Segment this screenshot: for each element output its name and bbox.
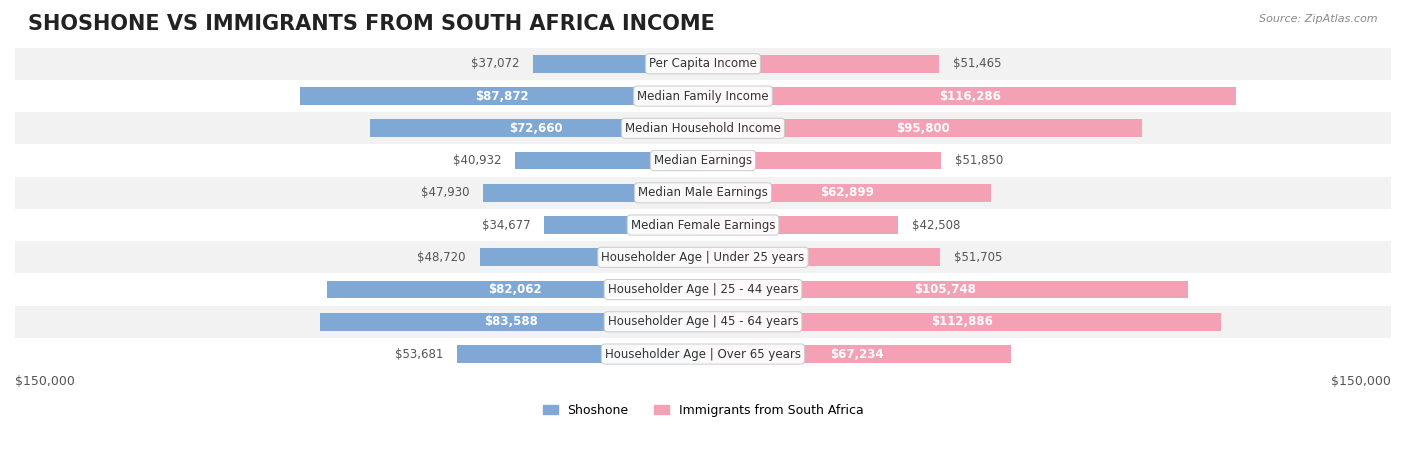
Bar: [703, 55, 939, 73]
Text: $51,465: $51,465: [953, 57, 1001, 71]
Text: Householder Age | 45 - 64 years: Householder Age | 45 - 64 years: [607, 315, 799, 328]
Text: $67,234: $67,234: [831, 347, 884, 361]
Bar: [15, 112, 1391, 144]
Text: Median Household Income: Median Household Income: [626, 122, 780, 135]
Text: $47,930: $47,930: [420, 186, 470, 199]
Text: $95,800: $95,800: [896, 122, 949, 135]
Bar: [15, 48, 1391, 80]
Text: $37,072: $37,072: [471, 57, 519, 71]
Text: Median Female Earnings: Median Female Earnings: [631, 219, 775, 232]
Text: $34,677: $34,677: [482, 219, 530, 232]
Bar: [15, 274, 1391, 306]
Text: $72,660: $72,660: [509, 122, 564, 135]
Bar: [457, 345, 703, 363]
Text: $42,508: $42,508: [911, 219, 960, 232]
Bar: [484, 184, 703, 202]
Text: Householder Age | Under 25 years: Householder Age | Under 25 years: [602, 251, 804, 264]
Text: $51,850: $51,850: [955, 154, 1002, 167]
Legend: Shoshone, Immigrants from South Africa: Shoshone, Immigrants from South Africa: [537, 399, 869, 422]
Bar: [703, 87, 1236, 105]
Text: $105,748: $105,748: [914, 283, 976, 296]
Text: $48,720: $48,720: [418, 251, 465, 264]
Bar: [703, 216, 898, 234]
Text: SHOSHONE VS IMMIGRANTS FROM SOUTH AFRICA INCOME: SHOSHONE VS IMMIGRANTS FROM SOUTH AFRICA…: [28, 14, 716, 34]
Text: $62,899: $62,899: [820, 186, 875, 199]
Text: Source: ZipAtlas.com: Source: ZipAtlas.com: [1260, 14, 1378, 24]
Bar: [15, 209, 1391, 241]
Text: $83,588: $83,588: [485, 315, 538, 328]
Text: $87,872: $87,872: [475, 90, 529, 103]
Text: $150,000: $150,000: [15, 375, 75, 388]
Bar: [703, 184, 991, 202]
Bar: [703, 281, 1188, 298]
Bar: [479, 248, 703, 266]
Bar: [15, 306, 1391, 338]
Text: Per Capita Income: Per Capita Income: [650, 57, 756, 71]
Bar: [515, 152, 703, 170]
Bar: [15, 241, 1391, 274]
Text: $51,705: $51,705: [953, 251, 1002, 264]
Text: $40,932: $40,932: [453, 154, 502, 167]
Text: $150,000: $150,000: [1331, 375, 1391, 388]
Text: Median Family Income: Median Family Income: [637, 90, 769, 103]
Bar: [703, 152, 941, 170]
Bar: [319, 313, 703, 331]
Bar: [703, 313, 1220, 331]
Text: Householder Age | 25 - 44 years: Householder Age | 25 - 44 years: [607, 283, 799, 296]
Bar: [703, 248, 941, 266]
Bar: [15, 80, 1391, 112]
Text: Median Male Earnings: Median Male Earnings: [638, 186, 768, 199]
Bar: [326, 281, 703, 298]
Text: $116,286: $116,286: [939, 90, 1001, 103]
Bar: [370, 120, 703, 137]
Text: Householder Age | Over 65 years: Householder Age | Over 65 years: [605, 347, 801, 361]
Bar: [15, 144, 1391, 177]
Bar: [15, 177, 1391, 209]
Bar: [703, 345, 1011, 363]
Text: $53,681: $53,681: [395, 347, 443, 361]
Bar: [15, 338, 1391, 370]
Text: $82,062: $82,062: [488, 283, 541, 296]
Bar: [533, 55, 703, 73]
Bar: [299, 87, 703, 105]
Text: $112,886: $112,886: [931, 315, 993, 328]
Text: Median Earnings: Median Earnings: [654, 154, 752, 167]
Bar: [703, 120, 1143, 137]
Bar: [544, 216, 703, 234]
